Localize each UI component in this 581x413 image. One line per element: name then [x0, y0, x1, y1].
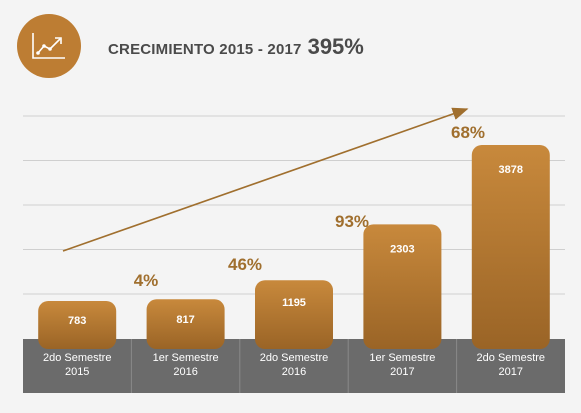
- x-tick-label: 1er Semestre 2016: [153, 352, 219, 378]
- bar-value-label: 817: [176, 314, 194, 326]
- growth-label: 93%: [335, 212, 369, 231]
- bar: [146, 299, 225, 349]
- total-growth-value: 395%: [307, 34, 364, 59]
- growth-label: 4%: [134, 271, 159, 290]
- bar-value-label: 2303: [390, 243, 414, 255]
- growth-label: 68%: [451, 123, 485, 142]
- bar: [38, 301, 117, 349]
- bar-value-label: 3878: [499, 164, 523, 176]
- growth-label: 46%: [228, 255, 262, 274]
- x-tick-label: 2do Semestre 2016: [260, 352, 328, 378]
- chart-title: CRECIMIENTO 2015 - 2017 395%: [108, 34, 364, 60]
- bar-value-label: 783: [68, 315, 86, 327]
- x-tick-label: 2do Semestre 2017: [477, 352, 545, 378]
- line-chart-growth-icon: [17, 14, 81, 78]
- bar-value-label: 1195: [282, 297, 306, 309]
- title-text: CRECIMIENTO 2015 - 2017: [108, 41, 302, 58]
- trend-arrow: [62, 107, 469, 252]
- bar: [255, 280, 333, 349]
- bar: [471, 145, 550, 349]
- x-tick-label: 2do Semestre 2015: [43, 352, 111, 378]
- bar: [363, 224, 442, 349]
- x-tick-label: 1er Semestre 2017: [369, 352, 435, 378]
